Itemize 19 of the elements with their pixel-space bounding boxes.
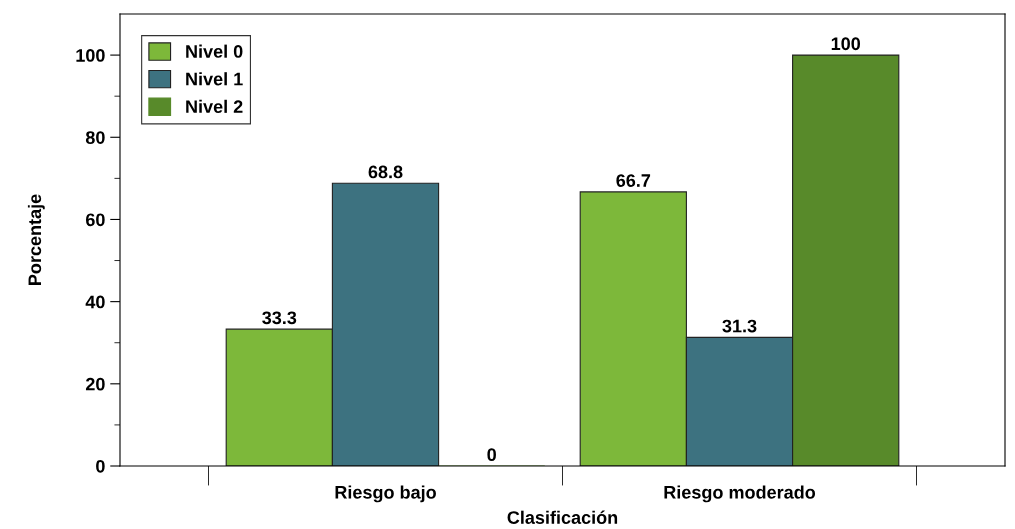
legend-label: Nivel 1 bbox=[186, 72, 243, 86]
data-label: 68.8 bbox=[368, 165, 403, 179]
legend-label: Nivel 2 bbox=[186, 99, 243, 114]
data-label: 31.3 bbox=[722, 319, 757, 333]
data-label: 33.3 bbox=[262, 311, 297, 325]
x-tick-label: Riesgo moderado bbox=[664, 485, 816, 503]
data-label: 100 bbox=[831, 37, 861, 51]
data-label: 66.7 bbox=[616, 174, 651, 187]
y-tick-label: 100 bbox=[76, 49, 105, 62]
y-tick-label: 80 bbox=[85, 131, 105, 144]
y-tick-label: 40 bbox=[85, 295, 105, 309]
legend-label: Nivel 0 bbox=[186, 44, 243, 58]
y-tick-label: 0 bbox=[96, 459, 105, 473]
x-tick-label: Riesgo bajo bbox=[335, 485, 436, 503]
x-axis-title: Clasificación bbox=[507, 510, 618, 524]
y-tick-label: 60 bbox=[86, 213, 105, 227]
y-tick-label: 20 bbox=[85, 377, 105, 391]
data-label: 0 bbox=[487, 448, 496, 462]
y-axis-title: Porcentaje bbox=[27, 194, 45, 285]
